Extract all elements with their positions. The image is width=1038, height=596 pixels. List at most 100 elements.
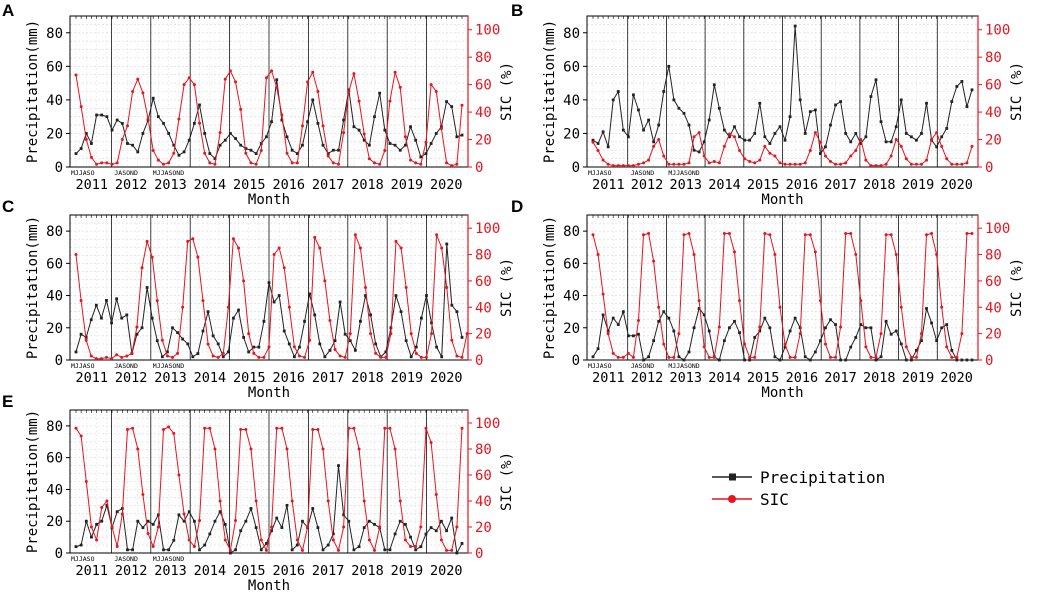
- y2-tick-label: 60: [475, 274, 492, 290]
- data-point: [342, 513, 346, 517]
- data-point: [460, 336, 464, 339]
- data-point: [187, 538, 191, 542]
- data-point: [445, 242, 449, 246]
- data-point: [348, 339, 352, 343]
- data-point: [763, 135, 767, 139]
- data-point: [824, 326, 827, 330]
- data-point: [213, 519, 217, 523]
- legend: Precipitation SIC: [712, 468, 885, 509]
- data-point: [419, 316, 423, 320]
- data-point: [198, 548, 201, 552]
- data-point: [290, 548, 294, 552]
- data-point: [819, 152, 822, 155]
- data-point: [105, 161, 109, 165]
- data-point: [707, 329, 711, 333]
- data-point: [292, 355, 296, 359]
- data-point: [136, 519, 140, 523]
- data-point: [100, 113, 104, 117]
- data-point: [414, 345, 418, 349]
- data-point: [393, 532, 397, 536]
- data-point: [687, 123, 691, 127]
- data-point: [259, 548, 263, 552]
- data-point: [259, 149, 263, 153]
- y2-tick-label: 20: [475, 133, 492, 149]
- x-tick-label: 2016: [272, 370, 305, 386]
- data-point: [621, 355, 625, 359]
- data-point: [192, 121, 196, 125]
- data-point: [839, 325, 843, 329]
- data-point: [647, 158, 651, 162]
- data-point: [208, 152, 212, 155]
- data-point: [198, 519, 202, 522]
- data-point: [834, 323, 837, 326]
- data-point: [445, 161, 449, 165]
- data-point: [201, 299, 205, 303]
- data-point: [960, 80, 964, 83]
- data-point: [264, 76, 268, 80]
- legend-label: SIC: [760, 490, 789, 509]
- data-point: [899, 342, 903, 346]
- data-point: [834, 355, 838, 359]
- data-point: [131, 90, 135, 93]
- data-point: [945, 127, 949, 130]
- data-point: [839, 358, 843, 362]
- data-point: [758, 158, 762, 162]
- data-point: [763, 231, 767, 235]
- data-point: [79, 434, 83, 438]
- x-tick-label: 2011: [75, 177, 108, 193]
- x-tick-label: 2016: [786, 370, 819, 386]
- data-point: [753, 355, 757, 359]
- month-ticks: JASOND: [631, 169, 655, 177]
- data-point: [419, 355, 423, 359]
- data-point: [465, 332, 469, 336]
- data-point: [606, 162, 610, 166]
- data-point: [218, 499, 222, 503]
- x-tick-label: 2015: [233, 177, 266, 193]
- x-tick-label: 2013: [154, 370, 187, 386]
- data-point: [722, 231, 726, 235]
- x-tick-label: 2012: [115, 370, 148, 386]
- data-point: [450, 164, 454, 168]
- data-point: [318, 342, 322, 346]
- data-point: [611, 98, 615, 102]
- data-point: [429, 441, 433, 444]
- data-point: [249, 507, 253, 510]
- data-point: [829, 123, 832, 127]
- x-tick-label: 2011: [592, 177, 625, 193]
- data-point: [667, 162, 671, 166]
- data-point: [854, 132, 858, 135]
- data-point: [662, 90, 666, 93]
- x-tick-label: 2019: [391, 177, 424, 193]
- data-point: [965, 161, 969, 165]
- data-point: [277, 246, 281, 250]
- data-point: [343, 332, 347, 336]
- data-point: [342, 131, 346, 135]
- y-tick-label: 40: [46, 482, 63, 498]
- data-point: [115, 545, 119, 548]
- y-tick-label: 0: [572, 160, 580, 176]
- x-tick-label: 2016: [272, 177, 305, 193]
- data-point: [393, 143, 397, 147]
- data-point: [115, 353, 119, 357]
- data-point: [84, 519, 88, 523]
- y2-tick-label: 100: [475, 416, 500, 432]
- data-point: [672, 98, 676, 102]
- data-point: [647, 231, 651, 235]
- data-point: [798, 98, 802, 102]
- data-point: [146, 519, 150, 523]
- data-point: [940, 135, 944, 139]
- data-point: [773, 154, 777, 158]
- data-point: [352, 125, 356, 129]
- data-point: [844, 161, 848, 165]
- data-point: [697, 131, 701, 135]
- data-point: [374, 342, 378, 346]
- data-point: [445, 100, 448, 103]
- data-point: [120, 355, 124, 359]
- data-point: [864, 345, 868, 349]
- data-point: [358, 246, 362, 250]
- data-point: [187, 76, 191, 80]
- data-point: [591, 140, 595, 144]
- data-point: [352, 548, 356, 552]
- data-point: [778, 161, 782, 165]
- data-point: [192, 519, 196, 523]
